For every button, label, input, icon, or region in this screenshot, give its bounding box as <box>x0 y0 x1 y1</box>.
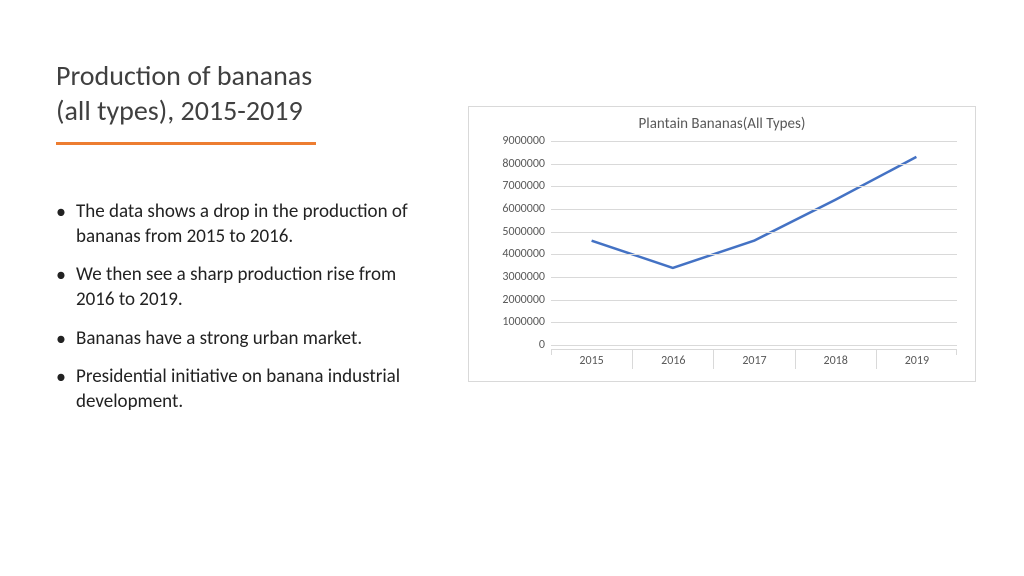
chart-y-tick-label: 7000000 <box>483 179 545 193</box>
chart-x-tick-label: 2018 <box>795 349 876 369</box>
chart-x-tick-label: 2017 <box>713 349 794 369</box>
chart-y-tick-label: 9000000 <box>483 134 545 148</box>
bullet-item: We then see a sharp production rise from… <box>56 263 426 312</box>
chart-x-tick-label: 2019 <box>876 349 957 369</box>
chart-x-tick <box>551 349 552 355</box>
chart-gridline <box>551 186 957 187</box>
chart-line-series <box>592 157 917 268</box>
chart-gridline <box>551 254 957 255</box>
chart-container: Plantain Bananas(All Types) 201520162017… <box>468 106 976 382</box>
chart-gridline <box>551 209 957 210</box>
chart-gridline <box>551 232 957 233</box>
chart-y-tick-label: 6000000 <box>483 202 545 216</box>
chart-y-tick-label: 5000000 <box>483 225 545 239</box>
slide-title-line1: Production of bananas <box>56 58 416 93</box>
accent-rule <box>56 142 316 145</box>
bullet-item: Presidential initiative on banana indust… <box>56 365 426 414</box>
chart-series-line <box>551 141 957 345</box>
chart-title: Plantain Bananas(All Types) <box>469 107 975 133</box>
chart-y-tick-label: 8000000 <box>483 157 545 171</box>
chart-x-tick <box>956 349 957 355</box>
chart-x-tick-label: 2015 <box>551 349 632 369</box>
chart-y-tick-label: 2000000 <box>483 293 545 307</box>
chart-y-tick-label: 0 <box>483 338 545 352</box>
slide-title-line2: (all types), 2015-2019 <box>56 93 416 128</box>
chart-gridline <box>551 322 957 323</box>
bullet-list: The data shows a drop in the production … <box>56 200 426 429</box>
chart-plot-wrap: 20152016201720182019 0 1000000 2000000 3000… <box>483 141 961 369</box>
chart-gridline <box>551 164 957 165</box>
bullet-item: The data shows a drop in the production … <box>56 200 426 249</box>
chart-plot-area <box>551 141 957 345</box>
chart-gridline <box>551 300 957 301</box>
chart-gridline <box>551 345 957 346</box>
chart-y-tick-label: 4000000 <box>483 247 545 261</box>
chart-x-tick-label: 2016 <box>632 349 713 369</box>
chart-gridline <box>551 141 957 142</box>
chart-y-tick-label: 1000000 <box>483 315 545 329</box>
slide-title-block: Production of bananas (all types), 2015-… <box>56 58 416 145</box>
chart-y-tick-label: 3000000 <box>483 270 545 284</box>
chart-x-axis: 20152016201720182019 <box>551 349 957 369</box>
bullet-item: Bananas have a strong urban market. <box>56 327 426 352</box>
chart-gridline <box>551 277 957 278</box>
